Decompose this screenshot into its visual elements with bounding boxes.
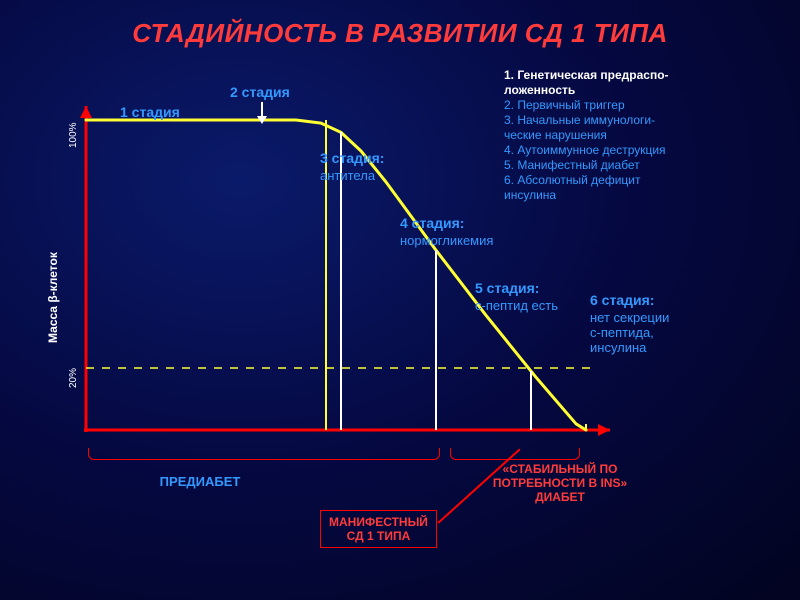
legend-item-1: ложенность [504, 83, 669, 98]
stage-5-label: 5 стадия: [475, 280, 539, 296]
stage-3-label: 3 стадия: [320, 150, 384, 166]
stages-legend: 1. Генетическая предраспо-ложенность2. П… [504, 68, 669, 203]
dropline [325, 120, 327, 430]
label-prediabetes: ПРЕДИАБЕТ [160, 474, 241, 489]
legend-item-0: 1. Генетическая предраспо- [504, 68, 669, 83]
dropline [530, 371, 532, 430]
stage-4-label: 4 стадия: [400, 215, 464, 231]
legend-item-4: ческие нарушения [504, 128, 669, 143]
legend-item-5: 4. Аутоиммунное деструкция [504, 143, 669, 158]
stage-5-sub: с-пептид есть [475, 298, 558, 313]
bracket-prediabetes [88, 448, 440, 460]
stage-3-sub: антитела [320, 168, 375, 183]
legend-item-7: 6. Абсолютный дефицит [504, 173, 669, 188]
legend-item-6: 5. Манифестный диабет [504, 158, 669, 173]
label-stable-diabetes: «СТАБИЛЬНЫЙ ПО ПОТРЕБНОСТИ В INS» ДИАБЕТ [493, 462, 627, 504]
stage-6-label: 6 стадия: [590, 292, 654, 308]
stage-2-label: 2 стадия [230, 84, 290, 100]
legend-item-2: 2. Первичный триггер [504, 98, 669, 113]
legend-item-8: инсулина [504, 188, 669, 203]
stage-6-sub: нет секреции с-пептида, инсулина [590, 310, 669, 355]
legend-item-3: 3. Начальные иммунологи- [504, 113, 669, 128]
stage-1-label: 1 стадия [120, 104, 180, 120]
dropline [435, 250, 437, 430]
label-manifest-diabetes: МАНИФЕСТНЫЙ СД 1 ТИПА [320, 510, 437, 548]
stage-4-sub: нормогликемия [400, 233, 493, 248]
dropline [585, 424, 587, 430]
